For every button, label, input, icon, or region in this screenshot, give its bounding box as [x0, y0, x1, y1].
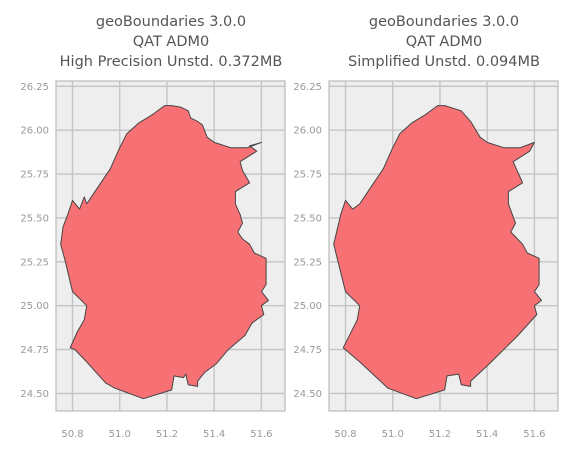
y-tick-label: 24.75 — [293, 345, 322, 356]
y-tick-label: 25.00 — [20, 301, 49, 312]
y-tick-label: 24.50 — [293, 389, 322, 400]
x-tick-label: 51.0 — [109, 429, 131, 440]
x-tick-labels: 50.8 51.0 51.2 51.4 51.6 — [334, 429, 545, 440]
y-tick-label: 26.00 — [293, 126, 322, 137]
map-title-line-1: geoBoundaries 3.0.0 — [369, 14, 519, 30]
x-tick-label: 51.4 — [476, 429, 498, 440]
y-tick-labels: 26.25 26.00 25.75 25.50 25.25 25.00 24.75 24.50 — [20, 82, 49, 400]
y-tick-label: 25.50 — [293, 213, 322, 224]
map-panel-left: geoBoundaries 3.0.0 QAT ADM0 High Precis… — [20, 14, 286, 440]
map-title-line-2: QAT ADM0 — [406, 34, 483, 50]
map-title-line-3: High Precision Unstd. 0.372MB — [60, 54, 283, 70]
x-tick-labels: 50.8 51.0 51.2 51.4 51.6 — [61, 429, 272, 440]
y-tick-label: 25.25 — [20, 257, 49, 268]
y-tick-label: 26.00 — [20, 126, 49, 137]
map-title-line-1: geoBoundaries 3.0.0 — [96, 14, 246, 30]
map-panel-right: geoBoundaries 3.0.0 QAT ADM0 Simplified … — [293, 14, 559, 440]
map-title-line-3: Simplified Unstd. 0.094MB — [348, 54, 540, 70]
y-tick-label: 26.25 — [20, 82, 49, 93]
x-tick-label: 51.2 — [429, 429, 451, 440]
y-tick-label: 24.75 — [20, 345, 49, 356]
x-tick-label: 51.0 — [382, 429, 404, 440]
y-tick-label: 24.50 — [20, 389, 49, 400]
y-tick-label: 25.00 — [293, 301, 322, 312]
x-tick-label: 51.4 — [203, 429, 225, 440]
y-tick-label: 26.25 — [293, 82, 322, 93]
map-title-line-2: QAT ADM0 — [133, 34, 210, 50]
x-tick-label: 51.2 — [156, 429, 178, 440]
y-tick-label: 25.75 — [293, 170, 322, 181]
x-tick-label: 50.8 — [334, 429, 356, 440]
qatar-boundary-shape — [60, 105, 269, 400]
y-tick-labels: 26.25 26.00 25.75 25.50 25.25 25.00 24.75 24.50 — [293, 82, 322, 400]
y-tick-label: 25.50 — [20, 213, 49, 224]
x-tick-label: 51.6 — [250, 429, 272, 440]
y-tick-label: 25.75 — [20, 170, 49, 181]
x-tick-label: 51.6 — [523, 429, 545, 440]
x-tick-label: 50.8 — [61, 429, 83, 440]
y-tick-label: 25.25 — [293, 257, 322, 268]
qatar-boundary-shape — [333, 105, 542, 400]
